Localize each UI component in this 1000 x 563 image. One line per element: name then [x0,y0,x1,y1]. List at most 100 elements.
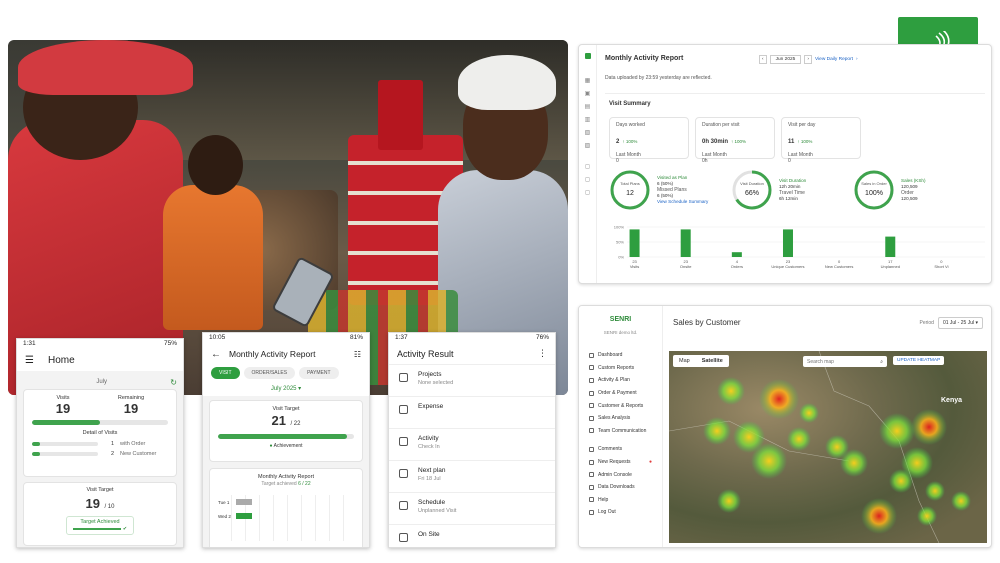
activity-list-item[interactable]: Next plan Fri 18 Jul [389,461,555,493]
detail-row: 1 with Order [32,439,168,449]
detail-row-count: 1 [110,441,114,447]
sidebar: SENRI SENRI demo ltd. Dashboard Custom Re… [579,306,663,547]
sidebar-item[interactable]: Data Downloads [579,481,662,494]
search-icon[interactable]: ⌕ [880,358,883,365]
detail-row-fill [32,452,40,456]
chart-sub-label: Target achieved [261,481,297,487]
activity-list-item[interactable]: Activity Check In [389,429,555,461]
sidebar-item-label: Customer & Reports [598,402,644,409]
sidebar-item[interactable]: Team Communication [579,425,662,438]
sidebar-item[interactable]: Help [579,494,662,507]
sidebar-item[interactable]: Customer & Reports [579,399,662,412]
period-dropdown[interactable]: 01 Jul - 25 Jul ▾ [937,317,983,329]
achievement-dot-icon: ● [269,443,273,449]
monthly-bar-chart: 100%50%0%23Visits23Onsite4Orders23Unique… [614,225,985,269]
nav-icon [589,459,594,465]
activity-item-title: Expense [418,403,444,410]
x-tick-label: New Customers [825,264,853,269]
period-selector[interactable]: July 2025 ▾ [203,385,369,392]
activity-item-title: Projects [418,371,442,378]
menu-icon[interactable]: ☰ [25,354,34,366]
chart-bar [782,229,793,257]
visit-target-total: / 22 [290,421,301,427]
sidebar-item[interactable]: New Requests ● [579,456,662,469]
activity-item-subtitle: Fri 18 Jul [418,476,441,482]
activity-item-title: Activity [418,435,439,442]
sidebar-item-label: Comments [598,446,623,453]
update-heatmap-button[interactable]: UPDATE HEATMAP [893,356,945,365]
view-schedule-link[interactable]: View Schedule Summary [657,199,709,204]
dashboard-title: Monthly Activity Report [605,55,684,62]
stat-delta: ↑ 100% [797,139,813,144]
map-tab[interactable]: Map [679,358,690,364]
ring-value: 66% [745,190,759,197]
phone-home-screen: 1:31 75% ☰ Home July ↻ Visits 19 Remaini… [16,338,184,548]
chart-row-label: Wed 2 [218,513,231,519]
rail-doc-icon[interactable]: ▤ [584,104,591,110]
list-menu-icon[interactable]: ☷ [353,349,361,359]
sidebar-item[interactable]: Sales Analysis [579,412,662,425]
stat-card: Visit per day 11 ↑ 100% Last Month 0 [781,117,861,164]
activity-list-item[interactable]: Expense [389,397,555,429]
bar-value-label: 0 [838,259,841,264]
sidebar-item[interactable]: Admin Console [579,468,662,481]
status-battery: 75% [163,340,177,347]
x-tick-label: Unplanned [881,264,900,269]
sidebar-item[interactable]: Log Out [579,506,662,519]
sidebar-item[interactable]: Activity & Plan [579,374,662,387]
y-tick-label: 0% [618,255,624,260]
rail-people-icon[interactable]: ▧ [584,130,591,136]
activity-list: Projects None selected Expense Activity Chec… [389,365,555,547]
target-value: 19 [85,496,100,511]
sidebar-logo: SENRI [609,316,632,323]
x-tick-label: Orders [731,264,743,269]
rail-bell-icon[interactable]: ◻ [585,177,590,183]
stat-value: 0h 30min [702,139,729,145]
rail-calendar-icon[interactable]: ▣ [584,91,591,97]
tab-payment[interactable]: PAYMENT [299,367,339,379]
daily-report-link[interactable]: View Daily Report [814,57,854,62]
ring-note-a-label: Sales (KSh) [901,178,926,183]
prev-month-button[interactable]: ‹ [759,55,767,64]
activity-list-item[interactable]: Projects None selected [389,365,555,397]
visits-card: Visits 19 Remaining 19 Detail of Visits … [23,389,177,477]
heatmap-map[interactable]: Map Satellite ⌕ UPDATE HEATMAP Kenya [669,351,987,543]
back-arrow-icon[interactable]: ← [211,348,221,360]
refresh-icon[interactable]: ↻ [170,377,177,387]
ring-note-b-value: 120,509 [901,196,918,201]
activity-list-text: Expense [418,403,443,410]
month-picker[interactable]: Jun 2025 [769,55,802,64]
activity-list-text: Next plan Fri 18 Jul [418,467,445,482]
rail-chat-icon[interactable]: ◻ [585,164,590,170]
activity-list-item[interactable]: On Site [389,525,555,547]
satellite-tab[interactable]: Satellite [701,358,723,364]
page-title: Home [47,354,75,366]
chart-bar [731,252,742,257]
rail-chart-icon[interactable]: ▥ [584,117,591,123]
rail-list-icon[interactable]: ▨ [584,143,591,149]
pin-icon [399,533,408,542]
ring-value: 12 [626,190,634,197]
ring-note-b-value: 6h 12min [779,196,798,201]
more-vertical-icon[interactable]: ⋮ [538,348,547,358]
activity-list-item[interactable]: Schedule Unplanned Visit [389,493,555,525]
sidebar-item[interactable]: Custom Reports [579,362,662,375]
next-month-button[interactable]: › [804,55,812,64]
bar-value-label: 23 [786,259,791,264]
tab-visit[interactable]: VISIT [211,367,240,379]
visit-target-card: Visit Target 21 / 22 ● Achievement [209,400,363,462]
detail-row-bar [32,442,98,446]
rail-help-icon[interactable]: ◻ [585,190,590,196]
rail-grid-icon[interactable]: ▦ [584,78,591,84]
icon-rail: ▦ ▣ ▤ ▥ ▧ ▨ ◻ ◻ ◻ [579,45,597,283]
map-search-input[interactable] [807,358,871,365]
page-title: Sales by Customer [673,318,741,327]
target-achieved-label: Target Achieved [80,519,120,525]
sidebar-item[interactable]: Order & Payment [579,387,662,400]
tab-order-sales[interactable]: ORDER/SALES [243,367,296,379]
sidebar-item[interactable]: Comments [579,443,662,456]
detail-row-bar [32,452,98,456]
sidebar-item[interactable]: Dashboard [579,349,662,362]
ring-note-a-label: Visit Duration [779,178,807,183]
visits-label: Visits [56,395,70,401]
